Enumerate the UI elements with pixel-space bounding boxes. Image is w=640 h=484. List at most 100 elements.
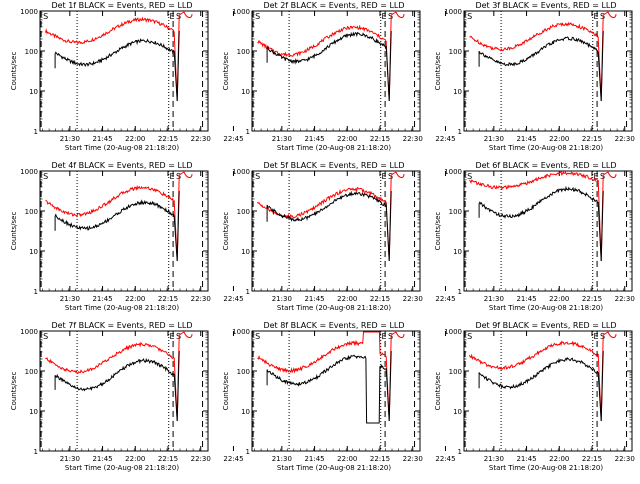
marker-s: S xyxy=(600,172,605,181)
y-tick-label: 10 xyxy=(241,248,250,256)
series-events-black xyxy=(478,350,604,422)
y-tick-label: 10 xyxy=(29,408,38,416)
y-tick-label: 100 xyxy=(237,368,250,376)
plot-frame xyxy=(463,170,633,292)
y-tick-label: 1 xyxy=(246,448,250,456)
plot-frame xyxy=(251,330,421,452)
series-lld-red xyxy=(45,331,185,422)
x-tick-label: 22:45 xyxy=(223,295,243,303)
x-axis-label: Start Time (20-Aug-08 21:18:20) xyxy=(489,144,603,152)
plot-frame xyxy=(39,10,209,132)
x-axis-label: Start Time (20-Aug-08 21:18:20) xyxy=(489,464,603,472)
tail-arc xyxy=(395,11,405,18)
marker-s: S xyxy=(388,12,393,21)
x-tick-label: 22:15 xyxy=(158,295,178,303)
x-tick-label: 21:30 xyxy=(60,455,80,463)
marker-e: E xyxy=(381,172,386,181)
panel-title: Det 8f BLACK = Events, RED = LLD xyxy=(263,321,404,330)
x-tick-label: 22:15 xyxy=(370,455,390,463)
marker-s: S xyxy=(255,12,260,21)
y-axis-label: Counts/sec xyxy=(10,212,18,251)
panel-1: Det 1f BLACK = Events, RED = LLD 1 10 100 10… xyxy=(10,1,244,152)
x-tick-label: 22:15 xyxy=(582,455,602,463)
x-tick-label: 22:45 xyxy=(435,455,455,463)
y-tick-label: 1000 xyxy=(444,8,462,16)
y-tick-label: 1 xyxy=(458,448,462,456)
marker-s: S xyxy=(467,332,472,341)
panel-6: Det 6f BLACK = Events, RED = LLD 1 10 100 10… xyxy=(434,161,635,312)
x-tick-label: 22:45 xyxy=(435,295,455,303)
plot-frame xyxy=(39,170,209,292)
x-tick-label: 21:30 xyxy=(272,455,292,463)
x-tick-label: 22:15 xyxy=(582,295,602,303)
y-tick-label: 100 xyxy=(25,368,38,376)
panel-8: Det 8f BLACK = Events, RED = LLD 1 10 100 10… xyxy=(222,321,456,472)
y-tick-label: 100 xyxy=(449,208,462,216)
marker-s: S xyxy=(43,332,48,341)
marker-s: S xyxy=(176,332,181,341)
y-tick-label: 100 xyxy=(25,48,38,56)
marker-e: E xyxy=(169,12,174,21)
series-lld-red xyxy=(45,11,185,102)
series-lld-red xyxy=(469,170,609,262)
y-tick-label: 1 xyxy=(34,288,38,296)
x-tick-label: 22:00 xyxy=(125,295,145,303)
x-tick-label: 22:30 xyxy=(403,135,423,143)
plot-frame xyxy=(39,330,209,452)
x-tick-label: 22:30 xyxy=(403,295,423,303)
x-tick-label: 21:45 xyxy=(304,295,324,303)
series-lld-red xyxy=(257,331,397,422)
y-tick-label: 1 xyxy=(246,128,250,136)
y-axis-label: Counts/sec xyxy=(222,212,230,251)
x-tick-label: 22:45 xyxy=(435,135,455,143)
marker-e: E xyxy=(593,332,598,341)
x-tick-label: 22:30 xyxy=(615,455,635,463)
y-tick-label: 1000 xyxy=(232,8,250,16)
series-events-black xyxy=(478,30,604,102)
marker-s: S xyxy=(255,332,260,341)
x-tick-label: 21:45 xyxy=(304,455,324,463)
x-tick-label: 22:00 xyxy=(125,455,145,463)
y-tick-label: 1000 xyxy=(232,328,250,336)
x-tick-label: 21:45 xyxy=(516,455,536,463)
y-tick-label: 100 xyxy=(237,208,250,216)
x-tick-label: 21:30 xyxy=(484,295,504,303)
y-tick-label: 1000 xyxy=(444,328,462,336)
panel-title: Det 1f BLACK = Events, RED = LLD xyxy=(51,1,192,10)
x-tick-label: 22:30 xyxy=(403,455,423,463)
marker-s: S xyxy=(43,172,48,181)
x-tick-label: 22:30 xyxy=(191,455,211,463)
panel-7: Det 7f BLACK = Events, RED = LLD 1 10 100 10… xyxy=(10,321,244,472)
x-axis-label: Start Time (20-Aug-08 21:18:20) xyxy=(65,144,179,152)
marker-e: E xyxy=(593,12,598,21)
panel-title: Det 4f BLACK = Events, RED = LLD xyxy=(51,161,192,170)
x-tick-label: 22:15 xyxy=(370,135,390,143)
series-lld-red xyxy=(469,331,609,422)
marker-e: E xyxy=(169,172,174,181)
marker-s: S xyxy=(255,172,260,181)
y-axis-label: Counts/sec xyxy=(434,212,442,251)
y-tick-label: 100 xyxy=(237,48,250,56)
panel-3: Det 3f BLACK = Events, RED = LLD 1 10 100 10… xyxy=(434,1,635,152)
panel-9: Det 9f BLACK = Events, RED = LLD 1 10 100 10… xyxy=(434,321,635,472)
x-axis-label: Start Time (20-Aug-08 21:18:20) xyxy=(277,464,391,472)
plot-frame xyxy=(463,330,633,452)
x-tick-label: 22:45 xyxy=(223,135,243,143)
marker-e: E xyxy=(381,332,386,341)
y-tick-label: 10 xyxy=(453,248,462,256)
y-axis-label: Counts/sec xyxy=(10,372,18,411)
series-lld-red xyxy=(257,11,397,102)
series-events-black xyxy=(266,190,392,262)
tail-arc xyxy=(607,331,617,338)
x-tick-label: 22:30 xyxy=(191,135,211,143)
x-tick-label: 22:00 xyxy=(337,295,357,303)
x-tick-label: 22:00 xyxy=(549,135,569,143)
series-events-black xyxy=(266,30,392,102)
y-tick-label: 1000 xyxy=(444,168,462,176)
x-tick-label: 21:30 xyxy=(60,135,80,143)
marker-s: S xyxy=(467,12,472,21)
tail-arc xyxy=(395,171,405,178)
x-tick-label: 22:15 xyxy=(158,135,178,143)
x-axis-label: Start Time (20-Aug-08 21:18:20) xyxy=(277,304,391,312)
